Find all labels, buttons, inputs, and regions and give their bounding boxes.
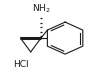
- Text: NH$_2$: NH$_2$: [32, 2, 50, 15]
- Text: HCl: HCl: [13, 60, 28, 69]
